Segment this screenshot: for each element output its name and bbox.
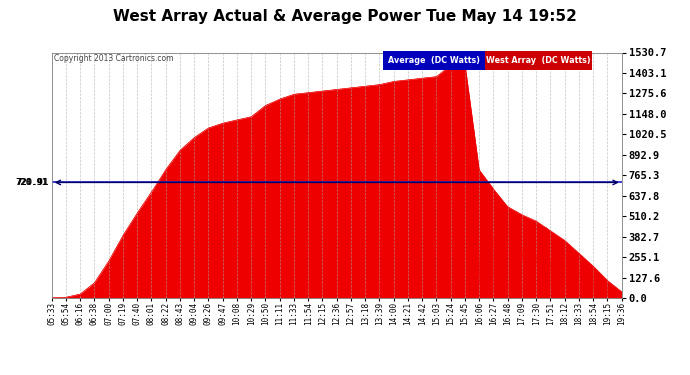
Text: 720.91: 720.91 [15,178,48,187]
Text: West Array  (DC Watts): West Array (DC Watts) [486,56,591,65]
Text: Average  (DC Watts): Average (DC Watts) [388,56,480,65]
Text: Copyright 2013 Cartronics.com: Copyright 2013 Cartronics.com [54,54,173,63]
Text: West Array Actual & Average Power Tue May 14 19:52: West Array Actual & Average Power Tue Ma… [113,9,577,24]
Text: 720.91: 720.91 [16,178,48,187]
